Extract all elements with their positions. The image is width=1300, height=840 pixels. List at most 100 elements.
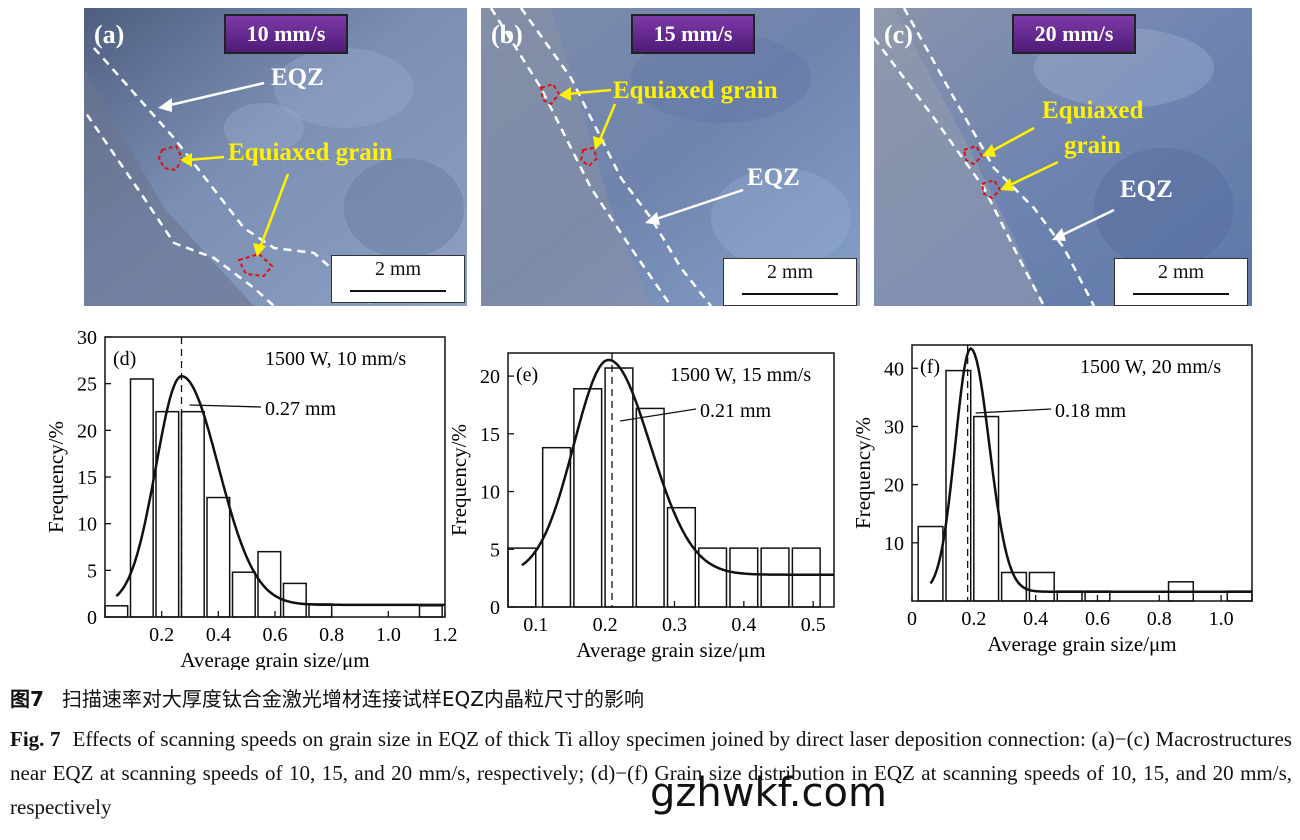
caption-english-text: Effects of scanning speeds on grain size…	[10, 727, 1292, 819]
peak-arrow	[619, 408, 697, 422]
scalebar-c-text: 2 mm	[1157, 261, 1205, 283]
scalebar-b-line	[742, 293, 838, 295]
x-tick-label: 0.8	[1147, 608, 1172, 630]
x-tick-label: 0.5	[801, 614, 826, 636]
bar-e-9	[791, 547, 821, 608]
x-tick-label: 0.2	[961, 608, 986, 630]
panel-label-b: (b)	[491, 20, 523, 49]
watermark: gzhwkf.com	[650, 770, 887, 816]
fit-curve	[115, 374, 445, 607]
caption-chinese-text: 扫描速率对大厚度钛合金激光增材连接试样EQZ内晶粒尺寸的影响	[61, 687, 645, 711]
x-tick-label: 0.3	[662, 614, 687, 636]
scalebar-c: 2 mm	[1114, 258, 1248, 306]
bar-f-2	[973, 415, 1000, 602]
scalebar-a: 2 mm	[331, 255, 465, 303]
bar-e-2	[573, 388, 603, 608]
eqz-label-c: EQZ	[1120, 176, 1173, 203]
y-tick-label: 0	[490, 597, 500, 619]
bar-e-7	[729, 547, 759, 608]
x-tick-label: 0.6	[263, 624, 288, 646]
bar-d-5	[231, 571, 256, 618]
scalebar-a-text: 2 mm	[374, 258, 422, 280]
x-tick-label: 0.4	[1023, 608, 1048, 630]
panel-label-a: (a)	[94, 20, 125, 49]
bar-d-4	[206, 496, 231, 618]
plot-frame	[507, 352, 835, 608]
x-tick-label: 0.2	[149, 624, 174, 646]
peak-arrow	[189, 404, 262, 408]
chart-annotation: 1500 W, 10 mm/s	[265, 348, 406, 370]
micrograph-a: (a) 10 mm/s EQZ Equiaxed grain 2 mm	[84, 8, 467, 306]
histogram-d: 0.2 0.4 0.6 0.8 1.0 1.2 0 5 10 15 20 25 30 (d) 1500 W,…	[44, 327, 458, 670]
bar-e-5	[666, 506, 697, 608]
y-tick-label: 5	[490, 539, 500, 561]
equiaxed-label-b: Equiaxed grain	[613, 77, 778, 104]
x-axis-label: Average grain size/μm	[576, 638, 765, 662]
caption-chinese-label: 图7	[10, 687, 44, 711]
y-axis-label: Frequency/%	[44, 421, 68, 533]
x-tick-label: 1.0	[376, 624, 401, 646]
x-tick-label: 1.2	[433, 624, 458, 646]
y-tick-label: 15	[480, 424, 500, 446]
y-tick-label: 10	[480, 482, 500, 504]
fit-curve	[929, 346, 1252, 593]
histogram-f: 0 0.2 0.4 0.6 0.8 1.0 10 20 30 40 (f) 1500 W, 20 mm…	[851, 344, 1253, 656]
x-tick-label: 0.4	[731, 614, 756, 636]
chart-panel-label: (f)	[920, 356, 940, 378]
x-axis-label: Average grain size/μm	[987, 632, 1176, 656]
x-tick-label: 0.1	[523, 614, 548, 636]
x-tick-label: 0.4	[206, 624, 231, 646]
eqz-label-a: EQZ	[271, 64, 324, 91]
histogram-e: 0.1 0.2 0.3 0.4 0.5 0 5 10 15 20 (e) 1500 W, 15 mm/…	[450, 352, 835, 662]
speed-badge-b: 15 mm/s	[631, 14, 755, 54]
bar-d-0	[104, 605, 129, 618]
bar-e-8	[760, 547, 790, 608]
scalebar-b: 2 mm	[723, 258, 857, 306]
scalebar-a-line	[350, 290, 446, 292]
y-tick-label: 40	[884, 358, 904, 380]
scalebar-c-line	[1133, 293, 1229, 295]
y-tick-label: 30	[884, 416, 904, 438]
scalebar-b-text: 2 mm	[766, 261, 814, 283]
bar-e-4	[635, 407, 665, 608]
y-tick-label: 20	[77, 420, 97, 442]
x-tick-label: 0	[907, 608, 917, 630]
panel-label-c: (c)	[884, 20, 913, 49]
chart-annotation: 1500 W, 15 mm/s	[670, 364, 811, 386]
y-tick-label: 25	[77, 374, 97, 396]
x-tick-label: 0.2	[593, 614, 618, 636]
caption-chinese: 图7 扫描速率对大厚度钛合金激光增材连接试样EQZ内晶粒尺寸的影响	[10, 683, 644, 712]
peak-arrow	[975, 408, 1052, 414]
x-tick-label: 0.6	[1085, 608, 1110, 630]
x-axis-label: Average grain size/μm	[180, 648, 369, 670]
x-tick-label: 1.0	[1209, 608, 1234, 630]
peak-label: 0.27 mm	[265, 398, 337, 420]
y-tick-label: 20	[480, 366, 500, 388]
y-tick-label: 5	[87, 560, 97, 582]
bar-e-3	[604, 367, 634, 608]
x-tick-label: 0.8	[319, 624, 344, 646]
chart-panel-label: (d)	[113, 348, 136, 370]
chart-annotation: 1500 W, 20 mm/s	[1080, 356, 1221, 378]
y-tick-label: 30	[77, 327, 97, 349]
bar-d-9	[418, 605, 443, 618]
equiaxed-label-c-line1: Equiaxed	[1042, 97, 1144, 124]
chart-panel-label: (e)	[516, 364, 538, 386]
y-tick-label: 0	[87, 607, 97, 629]
micrograph-c: (c) 20 mm/s Equiaxed grain EQZ 2 mm	[874, 8, 1252, 306]
eqz-label-b: EQZ	[747, 164, 800, 191]
y-tick-label: 10	[77, 514, 97, 536]
peak-label: 0.18 mm	[1055, 400, 1127, 422]
bar-f-4	[1028, 571, 1055, 602]
y-tick-label: 15	[77, 467, 97, 489]
caption-english-label: Fig. 7	[10, 727, 61, 751]
y-tick-label: 10	[884, 533, 904, 555]
micrograph-b: (b) 15 mm/s Equiaxed grain EQZ 2 mm	[481, 8, 860, 306]
speed-badge-a: 10 mm/s	[224, 14, 348, 54]
plot-frame	[911, 344, 1253, 602]
equiaxed-label-c-line2: grain	[1064, 132, 1121, 159]
y-axis-label: Frequency/%	[851, 417, 875, 529]
speed-badge-c: 20 mm/s	[1012, 14, 1136, 54]
bar-d-3	[180, 410, 205, 618]
peak-label: 0.21 mm	[700, 400, 772, 422]
